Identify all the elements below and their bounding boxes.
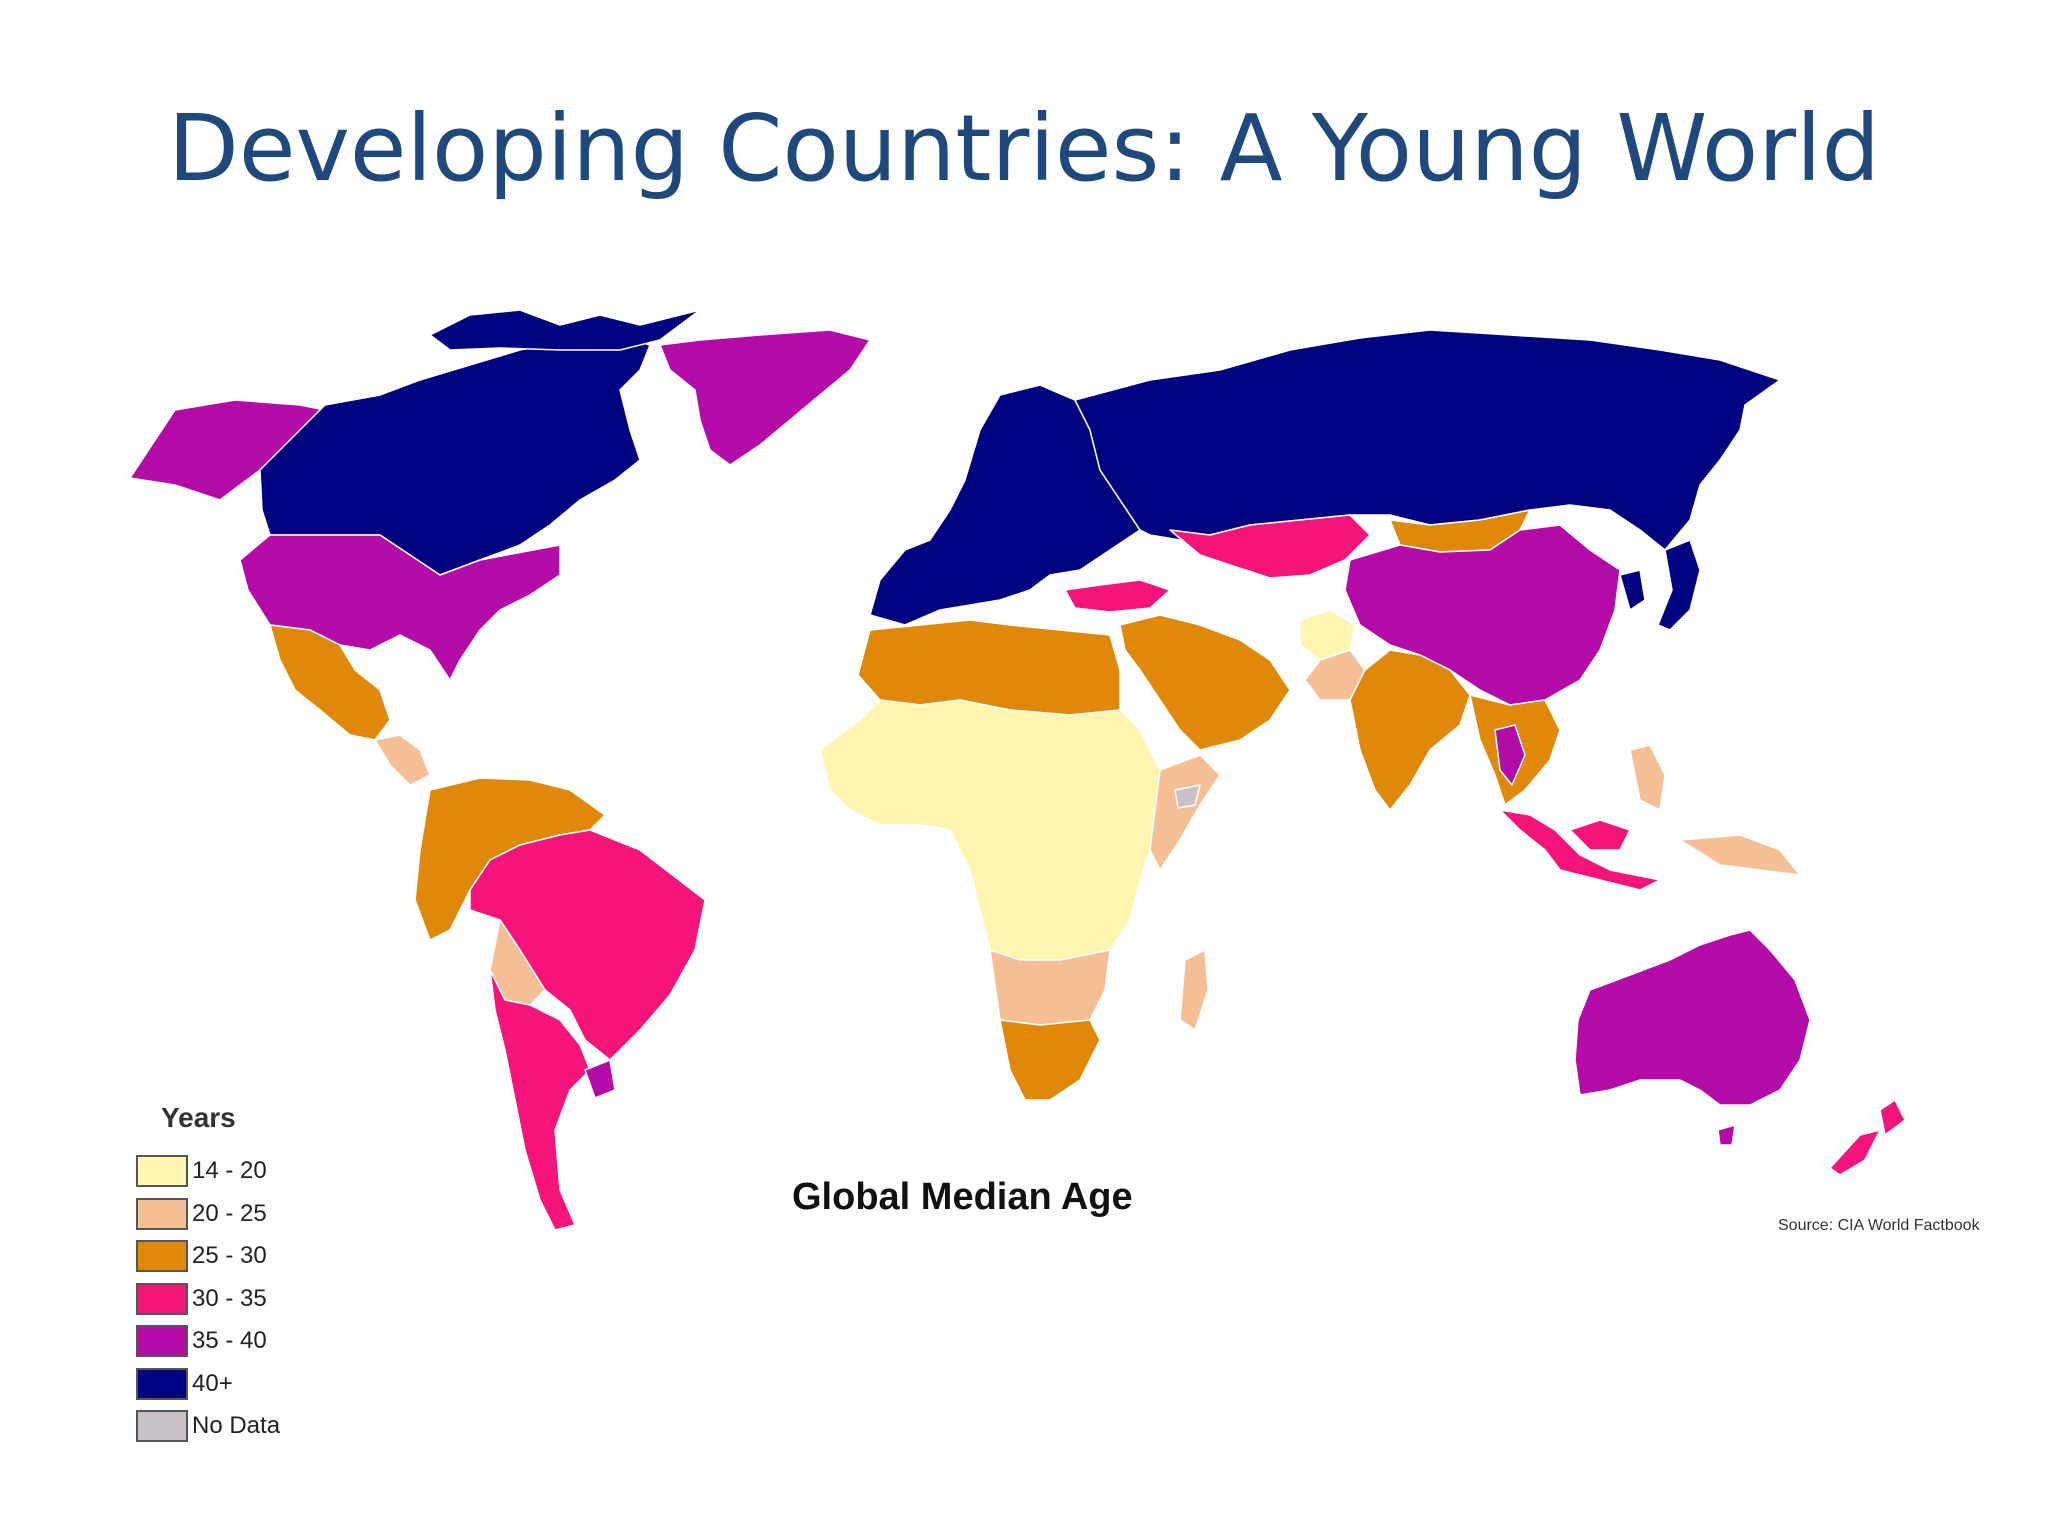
map-legend: Years 14 - 20 20 - 25 25 - 30 30 - 35 35… xyxy=(136,1102,336,1448)
region-indonesia-malaysia xyxy=(1499,809,1661,891)
region-tasmania xyxy=(1717,1124,1736,1146)
map-caption: Global Median Age xyxy=(792,1176,1133,1218)
region-canada-islands xyxy=(429,309,701,351)
region-south-africa xyxy=(999,1019,1101,1101)
legend-swatch xyxy=(136,1282,188,1315)
legend-swatch xyxy=(136,1325,188,1358)
legend-label: 14 - 20 xyxy=(192,1157,267,1185)
slide-title: Developing Countries: A Young World xyxy=(168,95,1880,202)
legend-item: No Data xyxy=(136,1405,336,1448)
map-canvas xyxy=(129,309,1906,1231)
region-greenland xyxy=(659,329,871,466)
region-mexico xyxy=(269,624,391,741)
region-turkey xyxy=(1064,579,1171,613)
legend-item: 40+ xyxy=(136,1363,336,1406)
legend-swatch xyxy=(136,1155,188,1188)
legend-label: 35 - 40 xyxy=(192,1327,267,1355)
region-argentina-chile xyxy=(489,969,591,1231)
region-china xyxy=(1344,524,1621,706)
legend-swatch xyxy=(136,1410,188,1443)
region-russia xyxy=(1074,329,1781,551)
region-india xyxy=(1349,649,1471,811)
region-australia xyxy=(1574,929,1811,1106)
region-southern-africa xyxy=(989,949,1111,1026)
region-philippines xyxy=(1629,744,1666,811)
legend-label: 25 - 30 xyxy=(192,1242,267,1270)
legend-label: 20 - 25 xyxy=(192,1199,267,1227)
map-source: Source: CIA World Factbook xyxy=(1778,1217,1980,1234)
region-sub-saharan-africa xyxy=(819,699,1161,961)
legend-label: 30 - 35 xyxy=(192,1284,267,1312)
legend-label: No Data xyxy=(192,1412,281,1440)
legend-item: 35 - 40 xyxy=(136,1320,336,1363)
region-madagascar xyxy=(1179,949,1209,1031)
world-map: Years 14 - 20 20 - 25 25 - 30 30 - 35 35… xyxy=(0,230,2048,1443)
region-somalia xyxy=(1174,784,1201,809)
region-central-america xyxy=(374,734,431,786)
region-kazakhstan xyxy=(1169,514,1371,579)
region-north-africa xyxy=(857,619,1121,716)
legend-item: 30 - 35 xyxy=(136,1278,336,1321)
region-brazil xyxy=(469,829,706,1061)
region-korea xyxy=(1619,569,1646,611)
legend-item: 25 - 30 xyxy=(136,1235,336,1278)
region-east-africa xyxy=(1149,754,1221,871)
legend-swatch xyxy=(136,1367,188,1400)
region-middle-east xyxy=(1119,614,1291,751)
region-uruguay xyxy=(584,1059,616,1099)
legend-item: 20 - 25 xyxy=(136,1193,336,1236)
region-japan xyxy=(1657,539,1701,631)
region-thailand xyxy=(1494,724,1526,786)
legend-swatch xyxy=(136,1197,188,1230)
region-papua-new-guinea xyxy=(1679,834,1801,876)
region-new-zealand xyxy=(1829,1099,1906,1176)
legend-swatch xyxy=(136,1240,188,1273)
legend-title: Years xyxy=(161,1102,236,1133)
legend-item: 14 - 20 xyxy=(136,1150,336,1193)
legend-label: 40+ xyxy=(192,1369,233,1397)
